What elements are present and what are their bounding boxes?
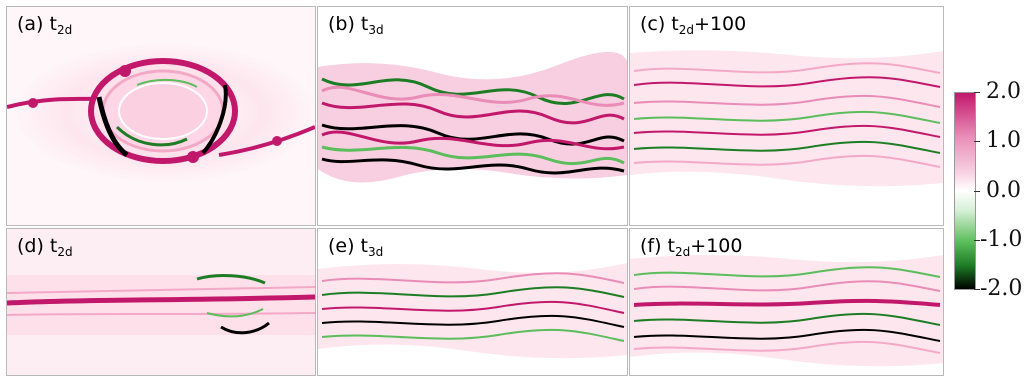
field-plot-e	[318, 229, 627, 375]
panel-d: (d) t2d	[6, 228, 316, 376]
panel-label-e: (e) t3d	[328, 235, 384, 259]
colorbar-tick-mark	[974, 92, 980, 93]
panel-f: (f) t2d+100	[629, 228, 944, 376]
colorbar-tick-mark	[974, 191, 980, 192]
panel-label-f: (f) t2d+100	[640, 235, 743, 259]
panel-label-c: (c) t2d+100	[640, 13, 747, 37]
field-plot-a	[7, 7, 315, 225]
colorbar-tick-mark	[974, 289, 980, 290]
colorbar-tick-mark	[974, 240, 980, 241]
colorbar	[954, 92, 976, 290]
field-plot-f	[630, 229, 943, 375]
colorbar-tick-label: 0.0	[986, 178, 1021, 203]
panel-label-b: (b) t3d	[328, 13, 384, 37]
colorbar-tick-label: 1.0	[986, 128, 1021, 153]
panel-e: (e) t3d	[317, 228, 628, 376]
colorbar-tick-label: 2.0	[986, 79, 1021, 104]
panel-b: (b) t3d	[317, 6, 628, 226]
field-plot-b	[318, 7, 627, 225]
colorbar-tick-label: -1.0	[980, 227, 1023, 252]
panel-a: (a) t2d	[6, 6, 316, 226]
field-plot-c	[630, 7, 943, 225]
panel-c: (c) t2d+100	[629, 6, 944, 226]
colorbar-tick-mark	[974, 141, 980, 142]
panel-label-d: (d) t2d	[17, 235, 73, 259]
field-plot-d	[7, 229, 315, 375]
panel-label-a: (a) t2d	[17, 13, 73, 37]
colorbar-tick-label: -2.0	[980, 276, 1023, 301]
